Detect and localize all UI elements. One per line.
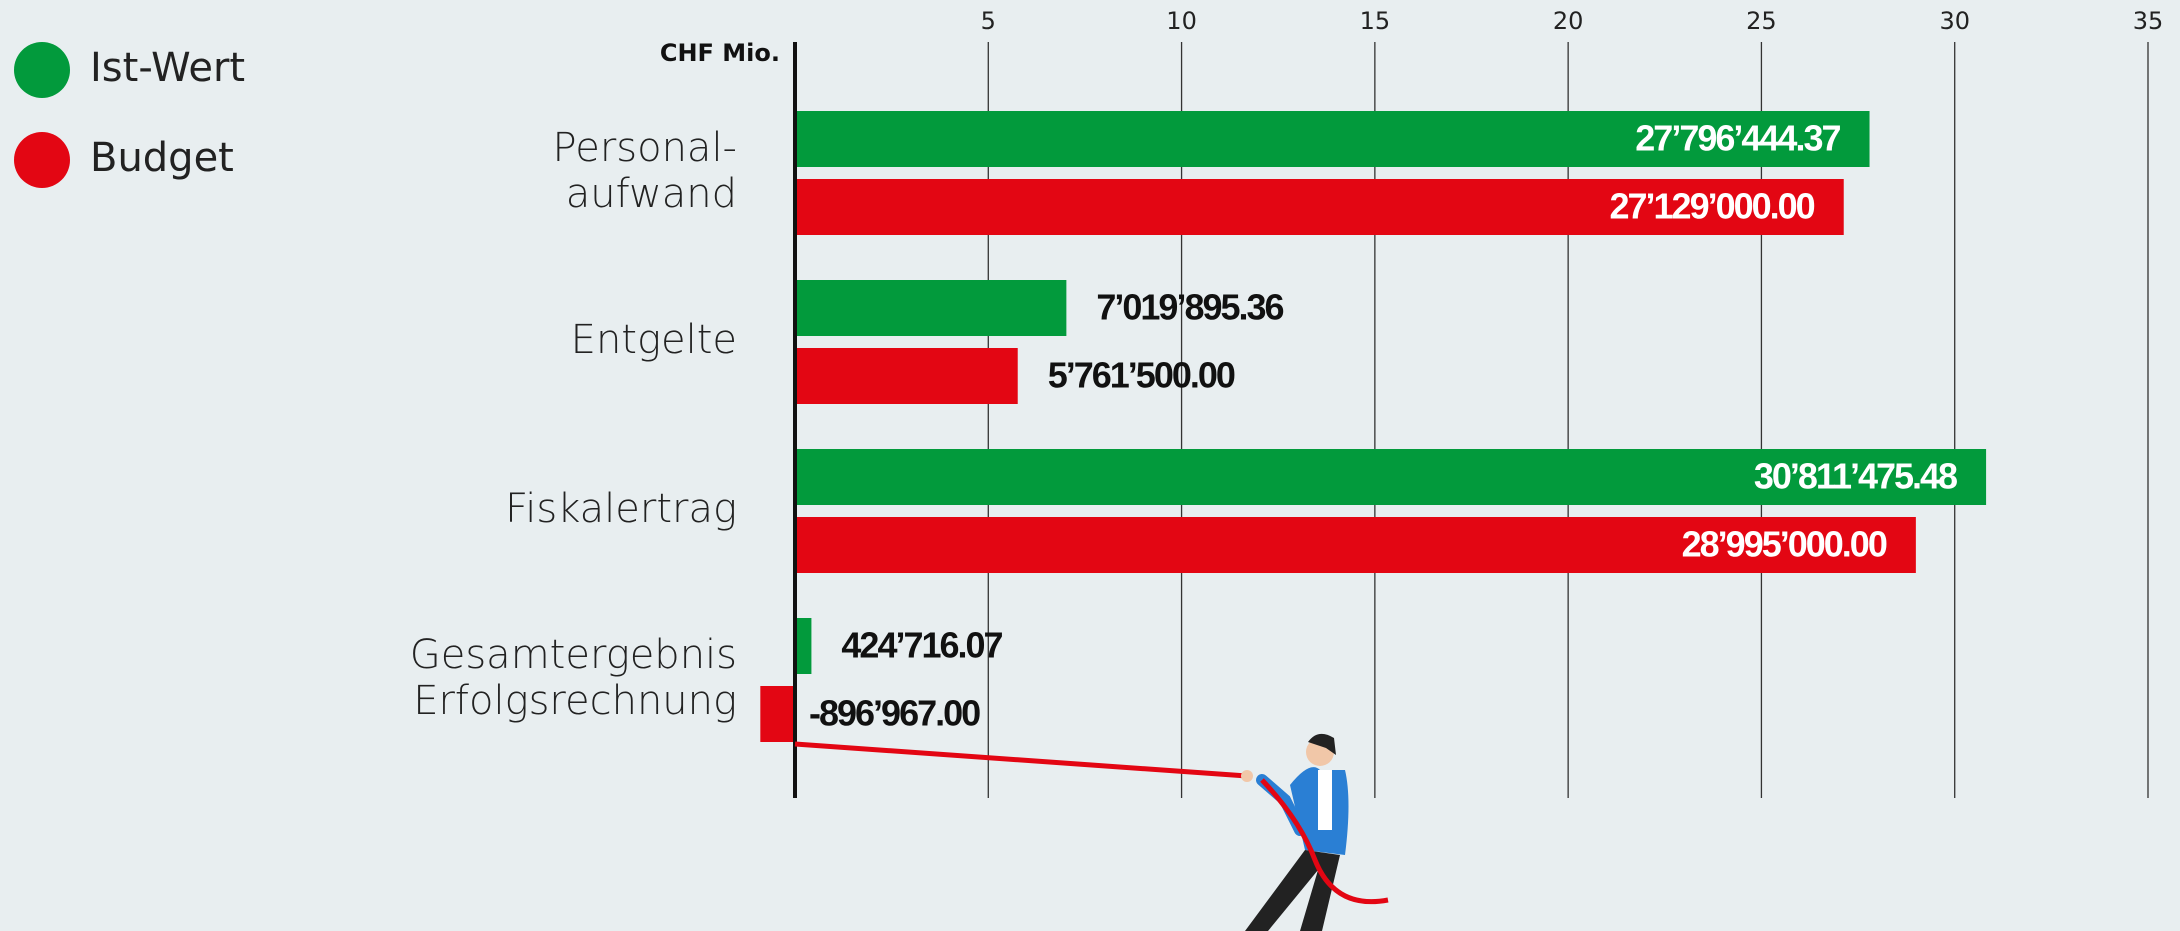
category-label: Entgelte (571, 317, 737, 363)
legend-label: Budget (90, 135, 234, 181)
bar (795, 348, 1018, 404)
value-label: 28’995’000.00 (1682, 524, 1887, 565)
legend-label: Ist-Wert (90, 45, 245, 91)
chart: CHF Mio. 5 10 15 20 25 30 35 Ist-Wert Budget Pers… (0, 0, 2180, 931)
x-tick-label: 15 (1360, 7, 1391, 35)
x-tick-label: 35 (2133, 7, 2164, 35)
x-tick-label: 5 (981, 7, 996, 35)
legend-swatch (14, 42, 70, 98)
value-label: 30’811’475.48 (1754, 456, 1957, 497)
value-label: -896’967.00 (809, 693, 980, 734)
x-tick-label: 30 (1939, 7, 1970, 35)
category-label: Fiskalertrag (505, 486, 737, 532)
value-label: 424’716.07 (841, 625, 1002, 666)
x-tick-label: 20 (1553, 7, 1584, 35)
bar (795, 618, 811, 674)
bar (795, 280, 1066, 336)
value-label: 5’761’500.00 (1048, 355, 1235, 396)
category-label: Personal-aufwand (553, 125, 737, 217)
x-tick-label: 10 (1166, 7, 1197, 35)
value-label: 27’129’000.00 (1609, 186, 1814, 227)
x-axis-label: CHF Mio. (660, 39, 780, 67)
bar (760, 686, 795, 742)
legend-swatch (14, 132, 70, 188)
value-label: 7’019’895.36 (1096, 287, 1283, 328)
value-label: 27’796’444.37 (1635, 118, 1840, 159)
x-tick-label: 25 (1746, 7, 1777, 35)
